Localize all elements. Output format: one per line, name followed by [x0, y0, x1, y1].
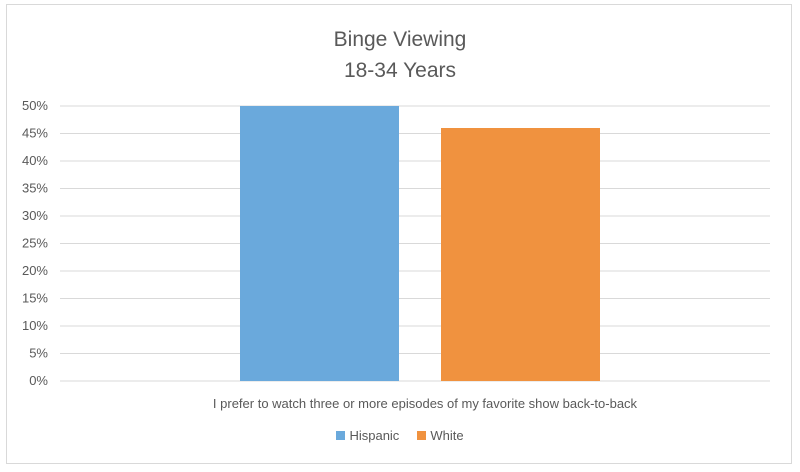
y-tick-label: 15%: [22, 291, 48, 306]
bar-white: [441, 128, 600, 381]
chart-subtitle: 18-34 Years: [343, 59, 457, 82]
legend-label: Hispanic: [349, 428, 400, 443]
chart-legend: Hispanic White: [0, 428, 800, 443]
y-tick-label: 5%: [29, 346, 48, 361]
y-tick-label: 30%: [22, 208, 48, 223]
legend-swatch: [417, 431, 427, 440]
x-category-label: I prefer to watch three or more episodes…: [213, 396, 638, 411]
y-tick-label: 35%: [22, 181, 48, 196]
legend-label: White: [430, 428, 464, 443]
y-tick-label: 40%: [22, 153, 48, 168]
legend-item-white: White: [417, 428, 464, 443]
gridlines: [60, 105, 770, 382]
y-tick-label: 20%: [22, 263, 48, 278]
legend-item-hispanic: Hispanic: [336, 428, 399, 443]
x-axis-categories: I prefer to watch three or more episodes…: [213, 396, 638, 411]
bars: [240, 106, 600, 381]
legend-swatch: [336, 431, 346, 440]
y-tick-label: 50%: [22, 98, 48, 113]
y-tick-label: 25%: [22, 236, 48, 251]
bar-hispanic: [240, 106, 399, 381]
y-tick-label: 0%: [29, 373, 48, 388]
chart-title: Binge Viewing: [333, 28, 467, 51]
y-axis-ticks: 0% 5% 10% 15% 20% 25% 30% 35% 40% 45% 50%: [22, 98, 48, 388]
y-tick-label: 45%: [22, 126, 48, 141]
y-tick-label: 10%: [22, 318, 48, 333]
